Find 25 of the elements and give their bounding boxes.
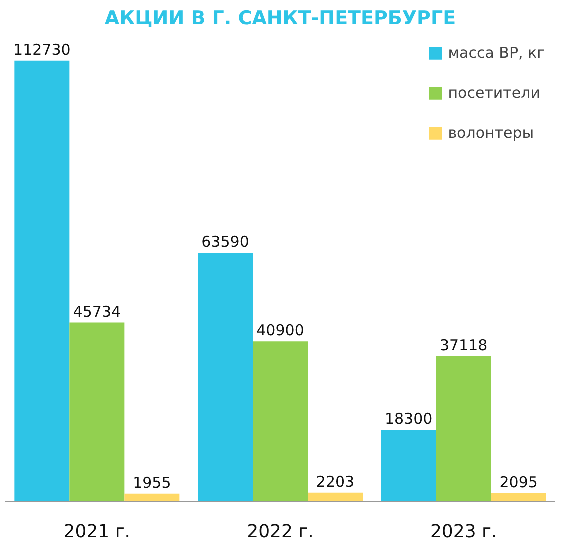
legend-label: волонтеры — [448, 124, 534, 142]
data-label: 63590 — [202, 232, 250, 251]
data-label: 1955 — [133, 474, 172, 492]
data-label: 2203 — [316, 472, 355, 491]
chart-title: АКЦИИ В Г. САНКТ-ПЕТЕРБУРГЕ — [104, 8, 456, 30]
bar — [308, 492, 363, 502]
bar — [70, 322, 125, 502]
bar — [124, 494, 180, 502]
legend-label: посетители — [448, 84, 540, 102]
x-tick-label: 2021 г. — [64, 522, 131, 542]
bar — [198, 252, 253, 502]
bar — [381, 430, 436, 502]
data-label: 18300 — [384, 410, 433, 428]
data-label: 45734 — [73, 302, 122, 321]
data-label: 40900 — [256, 322, 304, 340]
data-label: 37118 — [440, 336, 488, 354]
bar — [253, 342, 308, 502]
x-tick-label: 2023 г. — [430, 522, 498, 542]
data-label: 2095 — [500, 473, 538, 492]
data-label: 112730 — [14, 40, 71, 59]
legend-label: масса ВР, кг — [448, 44, 545, 62]
bar — [491, 493, 546, 502]
x-tick-label: 2022 г. — [247, 522, 314, 542]
bar — [436, 356, 492, 502]
bar — [14, 60, 70, 502]
